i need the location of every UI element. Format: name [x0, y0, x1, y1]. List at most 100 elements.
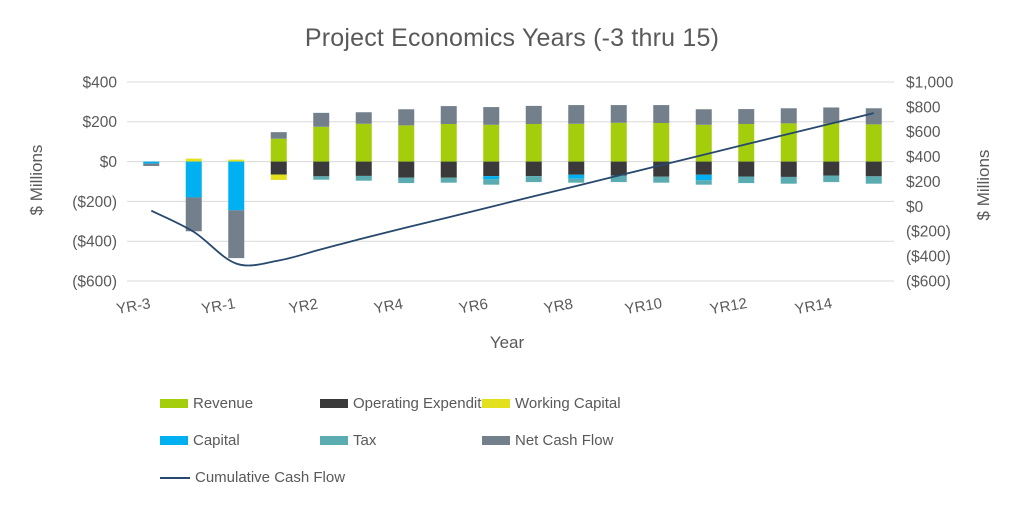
legend-color-swatch: [482, 399, 510, 408]
bar-segment: [185, 197, 202, 232]
bar-segment: [398, 161, 415, 178]
bar-segment: [653, 176, 670, 183]
bar-segment: [568, 174, 585, 179]
bar-segment: [440, 177, 457, 183]
bar-segment: [355, 161, 372, 176]
svg-text:$200: $200: [906, 174, 941, 191]
svg-text:($400): ($400): [906, 249, 951, 266]
svg-text:($200): ($200): [72, 194, 117, 211]
bar-segment: [865, 124, 882, 162]
bar-segment: [823, 175, 840, 183]
bar-segment: [313, 161, 330, 177]
bar-segment: [823, 161, 840, 176]
bar-segment: [228, 161, 245, 211]
legend-item-tax: Tax: [320, 432, 376, 449]
bar-segment: [780, 161, 797, 177]
svg-text:($600): ($600): [906, 273, 951, 290]
plot-area: $400 $200 $0 ($200) ($400) ($600) $1,000 $800 $6…: [72, 74, 954, 318]
bar-segment: [313, 126, 330, 162]
svg-text:YR-1: YR-1: [200, 295, 237, 318]
bar-segment: [865, 108, 882, 125]
bar-segment: [695, 124, 712, 162]
bar-segment: [398, 109, 415, 126]
bar-segment: [525, 105, 542, 124]
bar-segment: [355, 175, 372, 181]
bar-segment: [313, 112, 330, 127]
svg-text:($200): ($200): [906, 224, 951, 241]
bar-segment: [738, 161, 755, 177]
legend-color-swatch: [320, 399, 348, 408]
svg-text:$200: $200: [83, 114, 118, 131]
bar-segment: [865, 176, 882, 184]
svg-text:YR4: YR4: [373, 296, 405, 318]
bar-segment: [398, 177, 415, 184]
legend-label: Tax: [353, 432, 377, 449]
svg-text:$600: $600: [906, 124, 941, 141]
right-axis-tick-labels: $1,000 $800 $600 $400 $200 $0 ($200) ($400) ($60…: [906, 74, 954, 290]
bar-segment: [738, 176, 755, 184]
legend-label: Operating Expenditure: [353, 395, 504, 412]
bar-segment: [610, 161, 627, 176]
legend-item-capital: Capital: [160, 432, 240, 449]
legend-color-swatch: [160, 436, 188, 445]
legend-color-swatch: [482, 436, 510, 445]
bar-segment: [695, 180, 712, 185]
bar-segment: [483, 161, 500, 177]
legend-item-operating-expenditure: Operating Expenditure: [320, 395, 503, 412]
bar-segment: [270, 132, 287, 139]
chart-title: Project Economics Years (-3 thru 15): [304, 24, 720, 52]
bar-segment: [313, 176, 330, 180]
svg-text:$800: $800: [906, 99, 941, 116]
legend-label: Working Capital: [515, 395, 621, 412]
bar-segment: [823, 107, 840, 124]
svg-text:$1,000: $1,000: [906, 74, 954, 91]
bar-segment: [653, 105, 670, 123]
bar-segment: [355, 123, 372, 162]
bar-segment: [865, 161, 882, 177]
bar-segment: [823, 123, 840, 162]
legend-color-swatch: [320, 436, 348, 445]
svg-text:YR12: YR12: [709, 295, 749, 318]
legend-label: Capital: [193, 432, 240, 449]
bar-segment: [568, 105, 585, 124]
bar-segment: [185, 161, 202, 198]
svg-text:YR10: YR10: [624, 295, 664, 318]
legend-line-sample: [160, 476, 190, 479]
bar-segment: [780, 108, 797, 124]
bar-segment: [610, 175, 627, 183]
cumulative-cash-flow-line: [150, 112, 875, 267]
bar-segment: [738, 109, 755, 124]
svg-text:YR-3: YR-3: [115, 295, 152, 318]
bar-segment: [695, 109, 712, 125]
bar-segment: [355, 112, 372, 124]
bar-segment: [483, 179, 500, 185]
bar-segment: [270, 174, 287, 180]
bar-segment: [228, 159, 245, 162]
svg-text:($400): ($400): [72, 234, 117, 251]
legend-item-net-cash-flow: Net Cash Flow: [482, 432, 613, 449]
legend-label: Net Cash Flow: [515, 432, 614, 449]
legend-item-cumulative-cash-flow: Cumulative Cash Flow: [160, 469, 345, 486]
legend-item-working-capital: Working Capital: [482, 395, 621, 412]
bar-segment: [568, 178, 585, 183]
svg-text:$0: $0: [906, 199, 924, 216]
bar-segment: [525, 176, 542, 183]
bar-segment: [483, 124, 500, 162]
bar-segment: [695, 161, 712, 175]
legend-label: Revenue: [193, 395, 254, 412]
bar-segment: [610, 105, 627, 123]
bar-segment: [440, 161, 457, 178]
x-axis-tick-labels: YR-3 YR-1 YR2 YR4 YR6 YR8 YR10 YR12 YR14: [115, 295, 833, 318]
bar-segment: [483, 176, 500, 180]
bar-segment: [525, 161, 542, 177]
bar-segment: [185, 158, 202, 162]
svg-text:$400: $400: [906, 149, 941, 166]
bar-segment: [228, 210, 245, 259]
bar-segment: [610, 122, 627, 162]
bar-segment: [738, 123, 755, 162]
bar-segment: [270, 161, 287, 175]
svg-text:$400: $400: [83, 74, 118, 91]
bar-segment: [143, 161, 160, 164]
legend-label: Cumulative Cash Flow: [195, 469, 346, 486]
